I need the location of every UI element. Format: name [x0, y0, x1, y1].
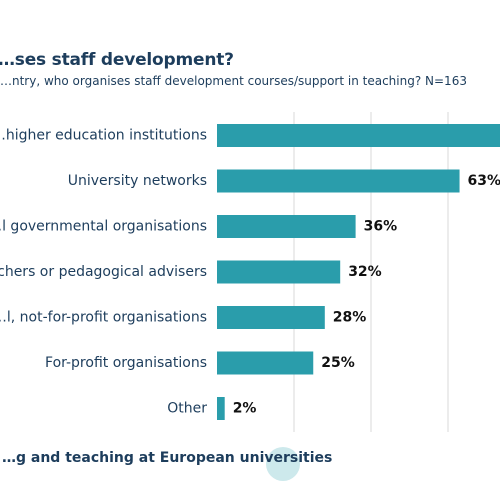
chart-title: …ses staff development?	[0, 50, 234, 70]
category-label: University networks	[68, 173, 207, 189]
category-label: …higher education institutions	[0, 128, 207, 144]
bar	[217, 169, 460, 193]
data-label: 36%	[364, 219, 398, 235]
category-label: …l governmental organisations	[0, 219, 207, 235]
data-label: 32%	[348, 264, 382, 280]
category-label: Other	[167, 401, 207, 417]
decorative-circle	[266, 447, 300, 481]
category-label: …l, not-for-profit organisations	[0, 310, 207, 326]
chart-subtitle: …ntry, who organises staff development c…	[0, 74, 467, 88]
bar	[217, 306, 325, 329]
bar	[217, 124, 500, 147]
data-label: 25%	[321, 355, 355, 371]
bar	[217, 351, 314, 375]
category-label: For-profit organisations	[45, 355, 207, 371]
category-label: …chers or pedagogical advisers	[0, 264, 207, 280]
data-label: 28%	[333, 310, 367, 326]
bar	[217, 397, 225, 420]
bar	[217, 215, 356, 238]
data-label: 2%	[233, 401, 257, 417]
bar	[217, 260, 341, 284]
footer-caption: …g and teaching at European universities	[2, 450, 333, 466]
data-label: 63%	[468, 173, 500, 189]
